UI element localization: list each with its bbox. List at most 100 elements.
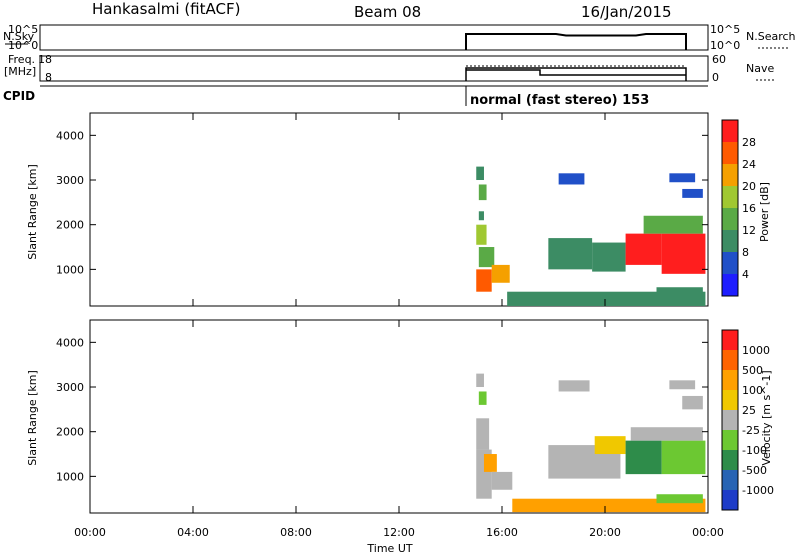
velocity-colorbar-swatch bbox=[722, 370, 738, 390]
power-panel: Slant Range [km] 1000 2000 3000 4000 28 24 20… bbox=[26, 112, 771, 307]
velocity-cell bbox=[594, 436, 626, 455]
freq-label-line1: Freq. bbox=[8, 53, 35, 66]
power-colorbar-frame bbox=[721, 119, 739, 297]
power-colorbar-swatch bbox=[722, 164, 738, 186]
power-cell bbox=[476, 224, 487, 245]
power-colorbar-swatch bbox=[722, 252, 738, 274]
nave-tick-top: 60 bbox=[712, 53, 726, 66]
power-colorbar-tick: 16 bbox=[742, 202, 756, 215]
time-tick-label: 12:00 bbox=[383, 526, 415, 539]
power-cell bbox=[478, 211, 484, 221]
power-cell bbox=[661, 233, 706, 274]
time-tick-label: 00:00 bbox=[692, 526, 724, 539]
velocity-cell bbox=[656, 494, 703, 504]
power-colorbar-tick: 8 bbox=[742, 246, 749, 259]
velocity-cell bbox=[682, 395, 703, 410]
velocity-colorbar-swatch bbox=[722, 430, 738, 450]
velocity-cell bbox=[483, 454, 497, 472]
power-colorbar: 28 24 20 16 12 8 4 bbox=[721, 119, 756, 297]
power-colorbar-tick: 12 bbox=[742, 224, 756, 237]
velocity-colorbar-swatch bbox=[722, 490, 738, 510]
velocity-yticks: 1000 2000 3000 4000 bbox=[56, 336, 708, 483]
time-tick-label: 16:00 bbox=[486, 526, 518, 539]
velocity-colorbar-swatch bbox=[722, 450, 738, 470]
velocity-cell bbox=[661, 440, 706, 475]
time-tick-label: 00:00 bbox=[74, 526, 106, 539]
power-colorbar-tick: 24 bbox=[742, 158, 756, 171]
velocity-ytick-label: 4000 bbox=[56, 336, 84, 349]
power-cell bbox=[643, 215, 703, 234]
power-colorbar-tick: 20 bbox=[742, 180, 756, 193]
velocity-colorbar-tick: -500 bbox=[742, 464, 767, 477]
velocity-panel-frame bbox=[89, 319, 709, 514]
power-cell bbox=[656, 287, 703, 294]
power-ytick-label: 3000 bbox=[56, 174, 84, 187]
velocity-colorbar-tick: 1000 bbox=[742, 344, 770, 357]
power-yticks: 1000 2000 3000 4000 bbox=[56, 129, 708, 276]
time-tick-label: 20:00 bbox=[589, 526, 621, 539]
freq-step-trace bbox=[466, 69, 686, 76]
power-ylabel: Slant Range [km] bbox=[26, 164, 39, 260]
power-colorbar-swatch bbox=[722, 142, 738, 164]
velocity-cell bbox=[478, 391, 487, 405]
velocity-ytick-label: 2000 bbox=[56, 426, 84, 439]
power-colorbar-swatch bbox=[722, 208, 738, 230]
velocity-colorbar-swatch bbox=[722, 410, 738, 430]
freq-tick-bottom: 8 bbox=[45, 71, 52, 84]
velocity-ylabel: Slant Range [km] bbox=[26, 370, 39, 466]
velocity-colorbar-tick: -25 bbox=[742, 424, 760, 437]
time-tick-label: 08:00 bbox=[280, 526, 312, 539]
power-colorbar-swatch bbox=[722, 186, 738, 208]
noise-panel-frame bbox=[39, 24, 709, 51]
power-cell bbox=[669, 173, 696, 183]
velocity-colorbar-swatch bbox=[722, 470, 738, 490]
velocity-panel: Slant Range [km] 1000 2000 3000 4000 1000 50… bbox=[26, 319, 774, 514]
velocity-cell bbox=[476, 373, 484, 388]
power-colorbar-label: Power [dB] bbox=[758, 182, 771, 242]
station-title: Hankasalmi (fitACF) bbox=[92, 0, 240, 18]
velocity-colorbar-tick: -100 bbox=[742, 444, 767, 457]
nave-tick-bottom: 0 bbox=[712, 71, 719, 84]
velocity-colorbar-frame bbox=[721, 329, 739, 511]
power-cell bbox=[478, 247, 495, 268]
velocity-cell bbox=[476, 418, 490, 450]
velocity-colorbar: 1000 500 100 25 -25 -100 -500 -1000 bbox=[721, 329, 774, 511]
noise-right-tick-top: 10^5 bbox=[710, 23, 740, 36]
velocity-colorbar-swatch bbox=[722, 390, 738, 410]
velocity-cells bbox=[476, 373, 706, 513]
velocity-colorbar-tick: -1000 bbox=[742, 484, 774, 497]
noise-right-tick-bottom: 10^0 bbox=[710, 39, 740, 52]
velocity-colorbar-label: Velocity [m s^-1] bbox=[760, 370, 773, 465]
noise-left-tick-top: 10^5 bbox=[8, 23, 38, 36]
power-cell bbox=[558, 173, 585, 185]
power-ytick-label: 1000 bbox=[56, 263, 84, 276]
power-cell bbox=[682, 188, 703, 198]
cpid-mode-text: normal (fast stereo) 153 bbox=[470, 93, 649, 108]
velocity-cell bbox=[625, 440, 662, 475]
velocity-colorbar-swatch bbox=[722, 350, 738, 370]
velocity-cell bbox=[558, 380, 590, 392]
power-ytick-label: 2000 bbox=[56, 219, 84, 232]
velocity-ytick-label: 3000 bbox=[56, 381, 84, 394]
power-colorbar-swatch bbox=[722, 274, 738, 296]
freq-label-line2: [MHz] bbox=[4, 65, 36, 78]
power-colorbar-tick: 28 bbox=[742, 136, 756, 149]
noise-left-tick-bottom: 10^0 bbox=[8, 39, 38, 52]
velocity-cell bbox=[630, 427, 703, 441]
cpid-label: CPID bbox=[3, 89, 35, 103]
velocity-colorbar-tick: 25 bbox=[742, 404, 756, 417]
noise-right-label: N.Search bbox=[746, 30, 796, 43]
nave-label: Nave bbox=[746, 62, 774, 75]
velocity-cell bbox=[491, 471, 513, 490]
velocity-ytick-label: 1000 bbox=[56, 470, 84, 483]
power-cell bbox=[507, 291, 706, 306]
velocity-cell bbox=[669, 380, 696, 390]
power-colorbar-swatch bbox=[722, 230, 738, 252]
power-cell bbox=[491, 264, 510, 283]
power-panel-frame bbox=[89, 112, 709, 307]
freq-panel: Freq. [MHz] 18 8 60 0 Nave bbox=[4, 53, 776, 84]
freq-panel-frame bbox=[39, 55, 709, 82]
power-ytick-label: 4000 bbox=[56, 129, 84, 142]
time-tick-label: 04:00 bbox=[177, 526, 209, 539]
